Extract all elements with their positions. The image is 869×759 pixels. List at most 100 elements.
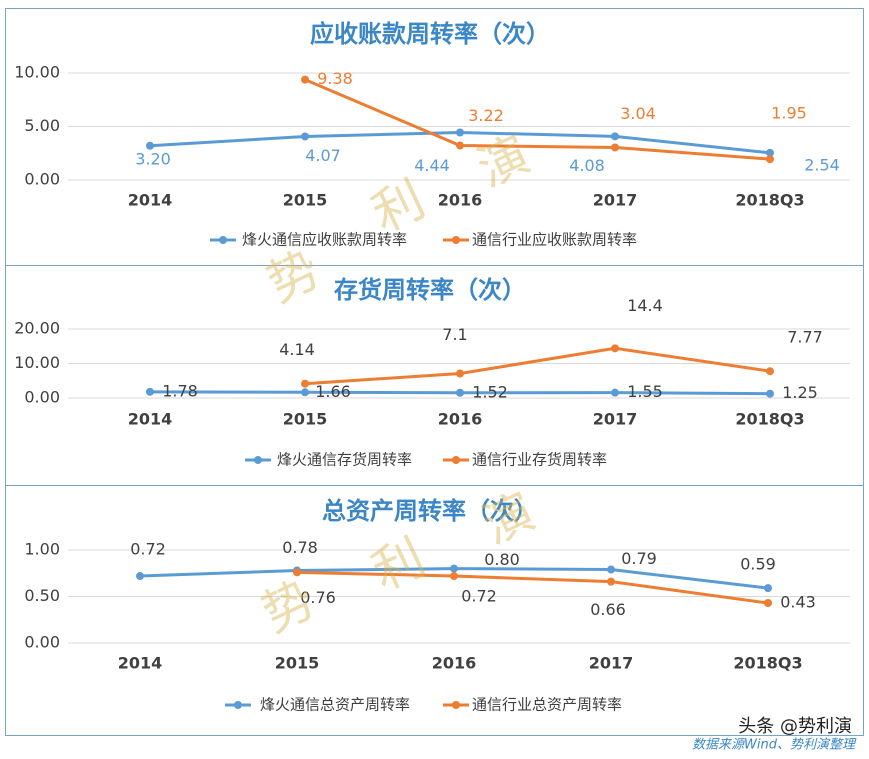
y-tick-label: 5.00: [24, 116, 60, 135]
legend-marker: [234, 701, 242, 709]
x-tick-label: 2017: [593, 410, 638, 429]
data-point: [611, 132, 619, 141]
series-line: [296, 570, 769, 605]
legend-marker: [254, 456, 262, 464]
data-label: 0.80: [484, 550, 520, 569]
data-label: 0.66: [590, 600, 626, 619]
data-label: 1.66: [315, 382, 351, 401]
chart-title: 总资产周转率（次）: [322, 497, 538, 525]
data-point: [456, 141, 464, 150]
data-point: [301, 388, 309, 397]
y-tick-label: 10.00: [14, 63, 60, 82]
legend-label: 通信行业存货周转率: [472, 451, 607, 469]
data-point: [301, 379, 309, 388]
y-tick-label: 1.00: [24, 540, 60, 559]
data-point: [450, 564, 458, 573]
data-point: [611, 344, 619, 353]
x-tick-label: 2016: [438, 191, 483, 210]
x-tick-label: 2014: [118, 654, 163, 673]
data-point: [766, 148, 774, 157]
data-point: [146, 387, 154, 396]
data-label: 4.44: [414, 156, 450, 175]
y-tick-label: 0.00: [24, 388, 60, 407]
x-tick-label: 2015: [275, 654, 320, 673]
footer-account: 头条 @势利演: [738, 716, 852, 737]
x-tick-label: 2018Q3: [735, 191, 804, 210]
data-label: 1.78: [162, 381, 198, 400]
data-label: 0.78: [282, 538, 318, 557]
series-line: [304, 346, 771, 386]
data-label: 0.79: [621, 549, 657, 568]
x-tick-label: 2014: [128, 410, 173, 429]
data-point: [456, 128, 464, 137]
data-point: [766, 367, 774, 376]
data-label: 0.43: [780, 593, 816, 612]
legend-label: 通信行业总资产周转率: [472, 696, 622, 714]
data-label: 2.54: [804, 155, 840, 174]
data-point: [611, 143, 619, 152]
data-label: 3.22: [468, 106, 504, 125]
x-tick-label: 2015: [283, 191, 328, 210]
data-label: 0.72: [461, 587, 497, 606]
data-label: 14.4: [627, 296, 663, 315]
panel-border: [5, 485, 864, 736]
data-point: [764, 599, 772, 608]
data-label: 3.04: [620, 104, 656, 123]
x-tick-label: 2016: [438, 410, 483, 429]
legend-marker: [219, 236, 227, 244]
data-label: 7.1: [442, 325, 467, 344]
y-tick-label: 0.50: [24, 586, 60, 605]
data-point: [611, 388, 619, 397]
data-label: 1.25: [782, 383, 818, 402]
legend-marker: [452, 701, 460, 709]
y-tick-label: 10.00: [14, 353, 60, 372]
data-label: 7.77: [787, 328, 823, 347]
legend-label: 通信行业应收账款周转率: [472, 231, 637, 249]
legend-label: 烽火通信应收账款周转率: [242, 231, 407, 249]
data-label: 4.08: [569, 156, 605, 175]
data-label: 9.38: [317, 69, 353, 88]
legend-label: 烽火通信总资产周转率: [260, 696, 410, 714]
x-tick-label: 2017: [589, 654, 634, 673]
legend-marker: [452, 236, 460, 244]
data-label: 3.20: [135, 149, 171, 168]
x-tick-label: 2018Q3: [733, 654, 802, 673]
data-point: [607, 565, 615, 574]
data-label: 0.59: [740, 555, 776, 574]
data-label: 0.76: [300, 588, 336, 607]
chart-title: 存货周转率（次）: [334, 276, 526, 304]
legend-label: 烽火通信存货周转率: [277, 451, 412, 469]
x-tick-label: 2017: [593, 191, 638, 210]
data-point: [450, 572, 458, 581]
data-label: 1.95: [771, 104, 807, 123]
series-line: [304, 78, 771, 161]
data-point: [766, 155, 774, 164]
plots: 应收账款周转率（次） 0.00 5.00 10.00 2014 2015 2016 2017 2…: [14, 20, 850, 714]
y-tick-label: 0.00: [24, 170, 60, 189]
y-tick-label: 20.00: [14, 319, 60, 338]
data-point: [764, 584, 772, 593]
data-label: 4.14: [279, 340, 315, 359]
data-label: 0.72: [130, 540, 166, 559]
data-point: [293, 568, 301, 577]
data-point: [766, 389, 774, 398]
data-point: [456, 369, 464, 378]
x-tick-label: 2015: [283, 410, 328, 429]
x-tick-label: 2018Q3: [735, 410, 804, 429]
data-point: [456, 388, 464, 397]
x-tick-label: 2016: [432, 654, 477, 673]
data-point: [301, 132, 309, 141]
y-tick-label: 0.00: [24, 633, 60, 652]
x-tick-label: 2014: [128, 191, 173, 210]
legend-marker: [452, 456, 460, 464]
data-point: [146, 141, 154, 150]
data-point: [607, 577, 615, 586]
footer-source: 数据来源Wind、势利演整理: [692, 738, 857, 753]
chart-title: 应收账款周转率（次）: [310, 20, 550, 48]
data-point: [301, 75, 309, 84]
data-point: [136, 572, 144, 581]
data-label: 4.07: [305, 146, 341, 165]
data-label: 1.52: [472, 382, 508, 401]
